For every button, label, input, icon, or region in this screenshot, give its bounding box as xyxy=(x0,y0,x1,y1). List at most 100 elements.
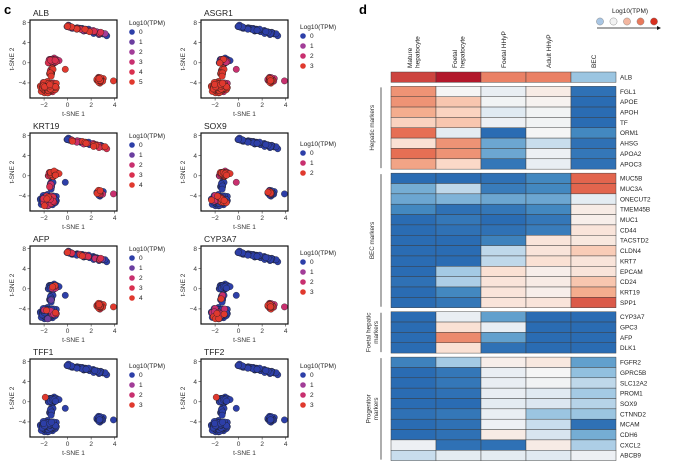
heatmap-row: TACSTD2 xyxy=(390,235,649,246)
legend-label: 0 xyxy=(310,150,314,157)
heatmap-cell xyxy=(435,266,482,277)
heatmap-cell xyxy=(570,96,617,108)
row-label: EPCAM xyxy=(620,269,643,276)
heatmap-cell xyxy=(390,127,437,139)
y-tick-label: 4 xyxy=(22,153,26,160)
x-tick-label: −2 xyxy=(211,441,219,448)
heatmap-cell xyxy=(525,117,572,128)
x-tick-label: 0 xyxy=(66,328,70,335)
heatmap-cell xyxy=(435,235,482,246)
column-header-text: Mature xyxy=(407,47,414,68)
legend-label: 0 xyxy=(139,255,143,262)
heatmap-cell xyxy=(390,203,437,215)
heatmap-cell xyxy=(570,183,617,195)
legend-label: 2 xyxy=(310,392,314,399)
heatmap-cell xyxy=(480,235,527,246)
heatmap-cell xyxy=(525,398,572,410)
group-label: markers xyxy=(373,397,380,420)
heatmap-row: KRT7 xyxy=(390,255,637,267)
plot-frame xyxy=(29,245,118,325)
heatmap-cell xyxy=(525,439,572,451)
heatmap-row: ABCB9 xyxy=(390,450,641,461)
heatmap-cell xyxy=(570,172,617,184)
legend-swatch xyxy=(129,49,135,55)
heatmap-cell xyxy=(480,429,527,441)
tsne-point xyxy=(223,171,230,179)
row-label: AHSG xyxy=(620,141,638,148)
tsne-point xyxy=(101,143,109,151)
heatmap-row: PROM1 xyxy=(390,387,643,399)
tsne-point xyxy=(82,365,90,373)
panel-title: SOX9 xyxy=(204,121,227,131)
legend-swatch xyxy=(129,382,135,388)
tsne-point xyxy=(235,248,242,256)
tsne-point xyxy=(232,291,240,299)
heatmap-row: FGL1 xyxy=(390,86,636,97)
legend-label: 0 xyxy=(139,142,143,149)
tsne-point xyxy=(61,291,69,299)
tsne-point xyxy=(95,75,103,82)
heatmap-cell xyxy=(570,235,617,246)
heatmap-cell xyxy=(570,321,617,333)
panel-title: ALB xyxy=(33,8,49,18)
column-header-text: Adult HHyP xyxy=(546,34,553,68)
tsne-point xyxy=(47,411,55,419)
heatmap-cell xyxy=(390,439,437,451)
tsne-point xyxy=(97,254,105,262)
legend-swatch xyxy=(129,79,135,85)
heatmap-cell xyxy=(390,398,437,410)
y-tick-label: −4 xyxy=(19,306,27,313)
plot-frame xyxy=(200,132,289,212)
tsne-point xyxy=(267,303,274,311)
legend-swatch xyxy=(129,182,135,188)
tsne-point xyxy=(232,178,240,186)
heatmap-cell xyxy=(390,367,437,379)
panel-title: TFF2 xyxy=(204,347,225,357)
heatmap-cell xyxy=(570,86,617,97)
y-tick-label: 8 xyxy=(193,246,197,253)
row-group: MUC5B MUC3A ONECUT2 TMEM45B MUC1 CD44 TACSTD2 C… xyxy=(369,172,651,308)
row-label: MCAM xyxy=(620,422,640,429)
legend-label: 3 xyxy=(310,63,314,70)
tsne-panel-krt19: KRT19 −2 0 2 4 8 4 0 −4 t-SNE 1 t-SNE 2 Log10(TPM) 0… xyxy=(9,121,165,231)
row-label: KRT7 xyxy=(620,258,637,265)
heatmap-cell xyxy=(480,158,527,170)
heatmap-cell xyxy=(525,255,572,267)
tsne-point xyxy=(253,139,261,147)
heatmap-cell xyxy=(570,342,617,354)
tsne-point xyxy=(52,397,59,405)
heatmap-row: KRT19 xyxy=(390,286,640,298)
heatmap-row: ALB xyxy=(390,71,632,83)
heatmap-cell xyxy=(480,286,527,298)
legend-swatch xyxy=(300,392,306,398)
heatmap-cell xyxy=(570,356,617,368)
row-label: FGFR2 xyxy=(620,360,641,367)
legend-swatch xyxy=(596,17,604,26)
tsne-panel-tff2: TFF2 −2 0 2 4 8 4 0 −4 t-SNE 1 t-SNE 2 Log10(TPM) 0 1… xyxy=(180,347,336,457)
tsne-point xyxy=(235,22,242,30)
legend-swatch xyxy=(300,150,306,156)
tsne-point xyxy=(81,25,89,33)
tsne-point xyxy=(262,141,270,149)
heatmap-cell xyxy=(390,276,437,288)
heatmap-cell xyxy=(390,158,437,170)
heatmap-cell xyxy=(435,321,482,333)
x-tick-label: 2 xyxy=(260,441,264,448)
heatmap-cell xyxy=(570,266,617,277)
heatmap-cell xyxy=(480,117,527,128)
column-header-text: Foetal HHyP xyxy=(501,31,508,68)
tsne-point xyxy=(110,190,117,198)
row-label: CXCL2 xyxy=(620,442,641,449)
row-label: APOE xyxy=(620,99,638,106)
tsne-point xyxy=(41,202,48,210)
heatmap-cell xyxy=(435,342,482,354)
x-tick-label: 2 xyxy=(260,328,264,335)
tsne-point xyxy=(219,79,226,87)
heatmap-row: TMEM45B xyxy=(390,203,650,215)
heatmap-cell xyxy=(435,71,482,83)
legend-swatch xyxy=(300,259,306,265)
x-tick-label: 4 xyxy=(284,102,288,109)
tsne-point xyxy=(43,195,51,203)
tsne-point xyxy=(211,81,219,88)
x-tick-label: 0 xyxy=(237,102,241,109)
